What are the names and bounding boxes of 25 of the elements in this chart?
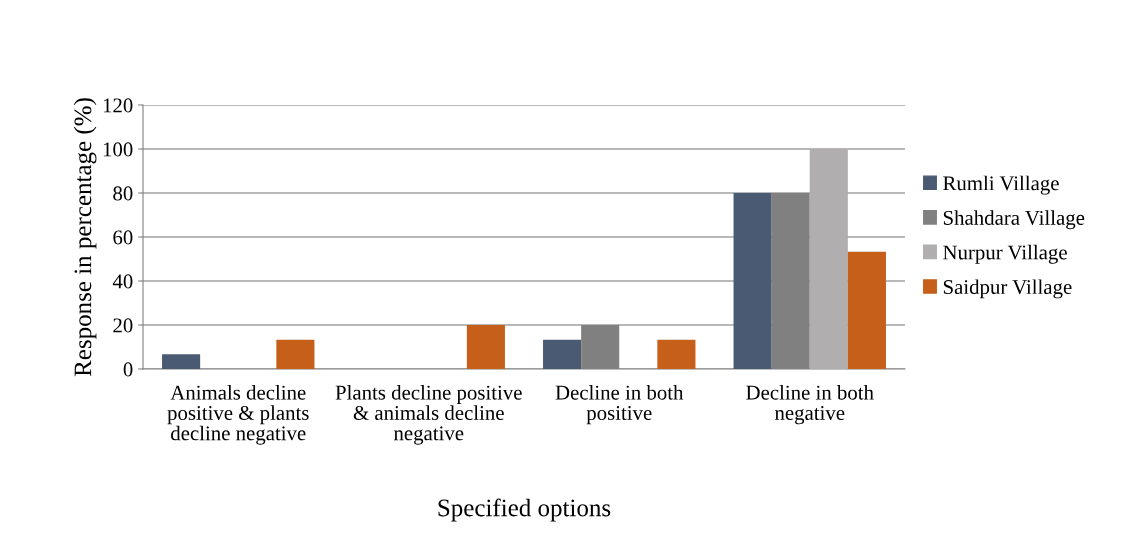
bar (276, 339, 315, 369)
bar (847, 251, 886, 369)
legend-label: Rumli Village (943, 175, 1059, 195)
bar (809, 149, 848, 369)
legend-label: Saidpur Village (943, 279, 1072, 299)
y-tick-label: 20 (113, 318, 133, 333)
bar (466, 325, 505, 369)
bar (162, 354, 201, 369)
y-tick-label: 40 (112, 274, 133, 289)
x-tick-label: Plants decline positive & animals decline negative (335, 385, 522, 445)
x-tick-label: Decline in both positive (555, 385, 684, 425)
bar (657, 339, 696, 369)
y-tick-label: 120 (103, 98, 133, 113)
x-axis-title: Specified options (438, 498, 611, 522)
legend-label: Nurpur Village (943, 244, 1067, 264)
y-tick-label: 0 (123, 362, 133, 377)
y-axis-title: Response in percentage (%) (73, 98, 97, 377)
y-tick-label: 100 (103, 142, 133, 157)
y-tick-label: 60 (113, 230, 133, 245)
x-tick-label: Decline in both negative (746, 385, 874, 425)
y-tick-label: 80 (113, 186, 133, 201)
x-tick-label: Animals decline positive & plants decline negative (167, 385, 309, 445)
bar (543, 339, 582, 369)
bar (733, 193, 772, 369)
legend-label: Shahdara Village (943, 210, 1085, 230)
